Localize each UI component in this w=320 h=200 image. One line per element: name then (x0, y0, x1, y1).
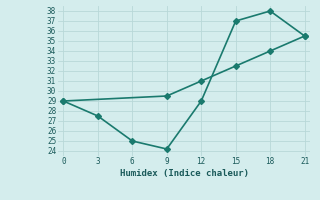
X-axis label: Humidex (Indice chaleur): Humidex (Indice chaleur) (119, 169, 249, 178)
